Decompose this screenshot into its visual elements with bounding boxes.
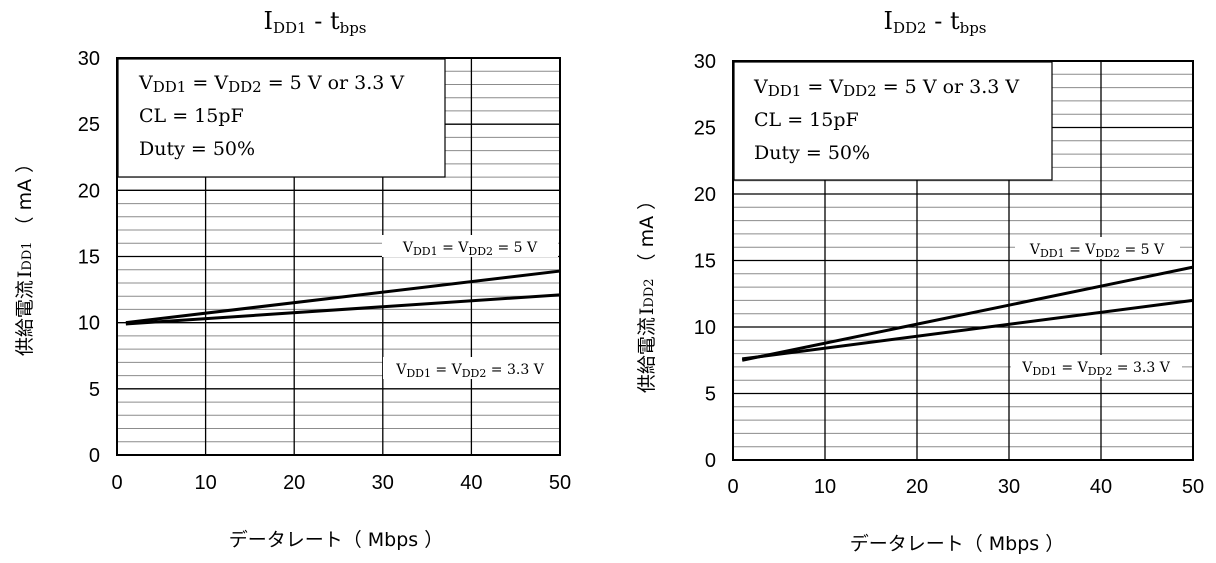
y-tick-label: 10 — [78, 313, 100, 335]
series-label-bg — [1015, 237, 1180, 259]
x-tick-label: 20 — [283, 472, 305, 494]
series-label-1: VDD1 = VDD2 = 5 V — [1015, 237, 1180, 260]
series-label-bg — [382, 235, 558, 257]
conditions-box-frame — [733, 61, 1053, 181]
series-label-text: VDD1 = VDD2 = 3.3 V — [1021, 360, 1171, 378]
chart-2-x-axis-label: データレート（ Mbps ） — [850, 533, 1065, 555]
chart-2-title: IDD2 - tbps — [883, 7, 986, 37]
series-label-text: VDD1 = VDD2 = 3.3 V — [395, 362, 545, 380]
y-tick-label: 0 — [89, 445, 100, 467]
conditions-box: VDD1 = VDD2 = 5 V or 3.3 V CL = 15pF Duty … — [117, 58, 446, 178]
series-label-text: VDD1 = VDD2 = 5 V — [402, 240, 538, 258]
x-tick-label: 40 — [1090, 476, 1112, 498]
y-tick-label: 15 — [78, 247, 100, 269]
x-tick-label: 10 — [814, 476, 836, 498]
chart-1-y-axis-label: 供給電流IDD1（ mA ） — [14, 154, 36, 356]
plot-frame — [116, 57, 561, 456]
x-tick-label: 50 — [549, 472, 571, 494]
series-line-1 — [741, 265, 1194, 362]
series-label-bg — [383, 357, 559, 379]
series-line-1 — [125, 269, 561, 325]
y-tick-label: 25 — [694, 118, 716, 140]
y-tick-label: 25 — [78, 114, 100, 136]
x-tick-label: 20 — [906, 476, 928, 498]
condition-load-capacitance: CL = 15pF — [754, 109, 859, 131]
series-label-bg — [1011, 355, 1182, 377]
series-line-2 — [742, 298, 1194, 361]
x-tick-label: 10 — [194, 472, 216, 494]
y-tick-label: 20 — [78, 180, 100, 202]
y-tick-label: 5 — [705, 384, 716, 406]
series-line-2 — [125, 293, 561, 326]
x-tick-label: 0 — [111, 472, 122, 494]
condition-supply-voltage: VDD1 = VDD2 = 5 V or 3.3 V — [753, 76, 1019, 100]
y-tick-label: 5 — [89, 379, 100, 401]
x-tick-label: 0 — [727, 476, 738, 498]
y-tick-label: 10 — [694, 317, 716, 339]
y-tick-label: 20 — [694, 184, 716, 206]
x-tick-label: 30 — [372, 472, 394, 494]
chart-1-x-axis-label: データレート（ Mbps ） — [229, 529, 444, 551]
chart-1-title: IDD1 - tbps — [263, 7, 366, 37]
condition-duty: Duty = 50% — [139, 138, 255, 160]
y-tick-label: 0 — [705, 450, 716, 472]
y-tick-label: 30 — [694, 51, 716, 73]
chart-1: 0 10 20 30 40 50 0 5 10 15 20 25 30 VDD1 = VDD2 = 5 V… — [78, 48, 571, 494]
chart-2-y-axis-label: 供給電流IDD2（ mA ） — [636, 191, 658, 393]
plot-frame — [732, 60, 1194, 461]
series-label-text: VDD1 = VDD2 = 5 V — [1029, 242, 1165, 260]
series-label-2: VDD1 = VDD2 = 3.3 V — [383, 357, 559, 380]
condition-duty: Duty = 50% — [754, 142, 870, 164]
series-label-1: VDD1 = VDD2 = 5 V — [382, 235, 558, 258]
y-tick-label: 30 — [78, 48, 100, 70]
conditions-box: VDD1 = VDD2 = 5 V or 3.3 V CL = 15pF Duty … — [733, 61, 1053, 181]
x-tick-label: 30 — [998, 476, 1020, 498]
chart-2: 0 10 20 30 40 50 0 5 10 15 20 25 30 VDD1 = VDD2 = 5 V… — [694, 51, 1204, 498]
x-tick-label: 50 — [1182, 476, 1204, 498]
condition-load-capacitance: CL = 15pF — [139, 105, 244, 127]
condition-supply-voltage: VDD1 = VDD2 = 5 V or 3.3 V — [138, 72, 404, 96]
series-label-2: VDD1 = VDD2 = 3.3 V — [1011, 355, 1182, 378]
y-tick-label: 15 — [694, 251, 716, 273]
x-tick-label: 40 — [460, 472, 482, 494]
conditions-box-frame — [117, 58, 446, 178]
